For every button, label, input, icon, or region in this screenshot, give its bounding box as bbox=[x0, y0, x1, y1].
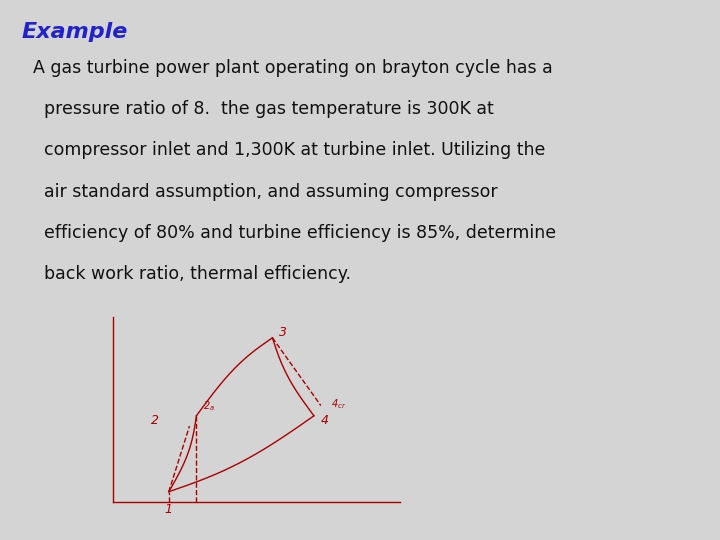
Text: A gas turbine power plant operating on brayton cycle has a: A gas turbine power plant operating on b… bbox=[22, 59, 552, 77]
Text: 1: 1 bbox=[165, 503, 173, 516]
Text: air standard assumption, and assuming compressor: air standard assumption, and assuming co… bbox=[22, 183, 498, 200]
Text: 3: 3 bbox=[279, 326, 287, 339]
Text: Example: Example bbox=[22, 22, 128, 42]
Text: back work ratio, thermal efficiency.: back work ratio, thermal efficiency. bbox=[22, 265, 351, 282]
Text: 2$_a$: 2$_a$ bbox=[203, 400, 215, 414]
Text: compressor inlet and 1,300K at turbine inlet. Utilizing the: compressor inlet and 1,300K at turbine i… bbox=[22, 141, 545, 159]
Text: pressure ratio of 8.  the gas temperature is 300K at: pressure ratio of 8. the gas temperature… bbox=[22, 100, 493, 118]
Text: efficiency of 80% and turbine efficiency is 85%, determine: efficiency of 80% and turbine efficiency… bbox=[22, 224, 556, 241]
Text: 2: 2 bbox=[151, 414, 159, 427]
Text: 4$_{cr}$: 4$_{cr}$ bbox=[331, 397, 346, 411]
Text: 4: 4 bbox=[321, 414, 329, 427]
